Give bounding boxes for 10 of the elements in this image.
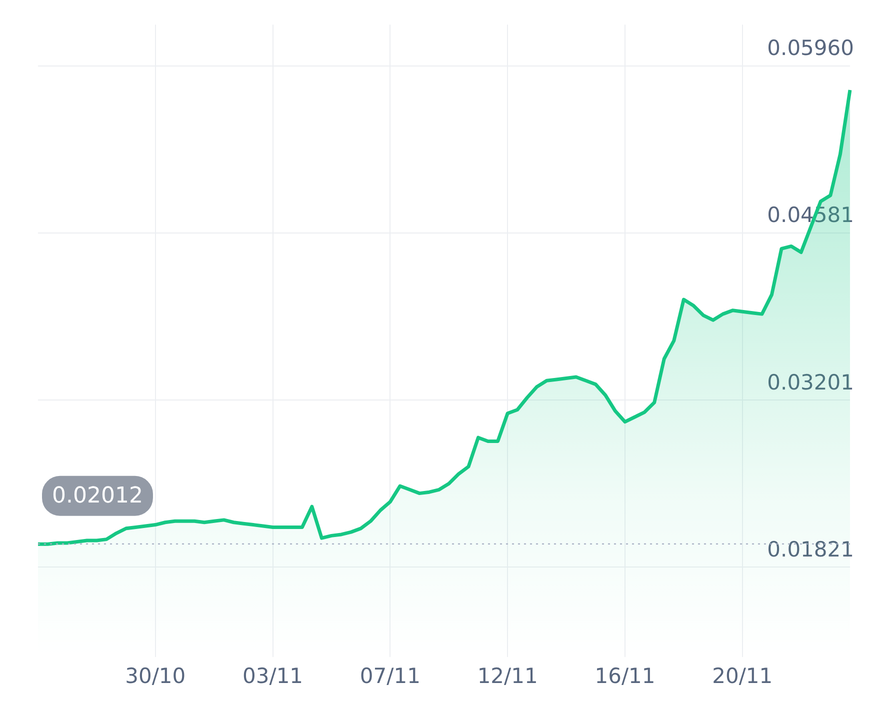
x-tick-label: 30/10 — [125, 664, 186, 688]
x-tick-label: 12/11 — [477, 664, 538, 688]
y-tick-label: 0.05960 — [767, 36, 854, 60]
y-tick-label: 0.01821 — [767, 538, 854, 562]
y-tick-label: 0.03201 — [767, 370, 854, 394]
x-tick-label: 03/11 — [242, 664, 304, 688]
x-tick-label: 16/11 — [594, 664, 656, 688]
ref-line-label: 0.02012 — [52, 484, 143, 509]
x-tick-label: 07/11 — [360, 664, 420, 688]
x-tick-label: 20/11 — [712, 664, 773, 688]
